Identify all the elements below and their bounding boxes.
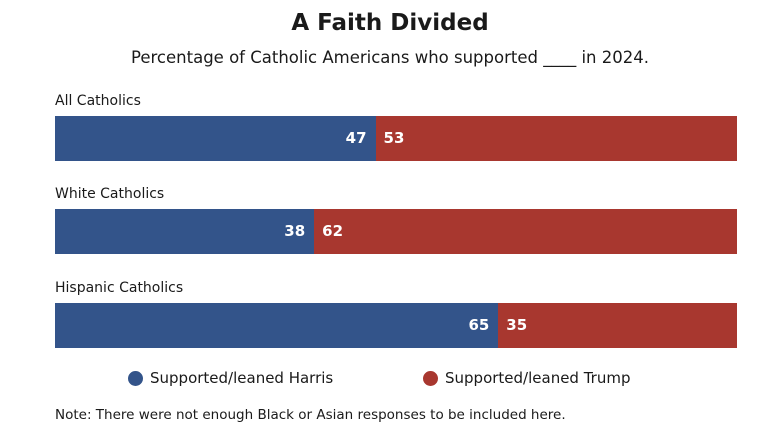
- bar-row-white-catholics: 38 62: [55, 209, 737, 254]
- data-label-harris: 38: [284, 222, 306, 240]
- bar-row-all-catholics: 47 53: [55, 116, 737, 161]
- bar-row-hispanic-catholics: 65 35: [55, 303, 737, 348]
- legend: Supported/leaned Harris Supported/leaned…: [0, 366, 780, 390]
- legend-label-harris: Supported/leaned Harris: [150, 369, 334, 387]
- bar-segment-harris: [55, 209, 315, 254]
- data-label-trump: 53: [383, 129, 405, 147]
- row-label-all-catholics: All Catholics: [55, 93, 141, 109]
- chart-note: Note: There were not enough Black or Asi…: [55, 407, 566, 423]
- row-label-white-catholics: White Catholics: [55, 186, 165, 202]
- data-label-harris: 47: [345, 129, 367, 147]
- bar-segment-trump: [314, 209, 737, 254]
- data-label-harris: 65: [468, 316, 490, 334]
- chart-subtitle: Percentage of Catholic Americans who sup…: [131, 48, 649, 67]
- chart-title: A Faith Divided: [291, 10, 489, 36]
- row-label-hispanic-catholics: Hispanic Catholics: [55, 280, 184, 296]
- legend-swatch-harris: [128, 370, 143, 386]
- legend-swatch-trump: [423, 370, 438, 386]
- bar-segment-harris: [55, 116, 376, 161]
- legend-label-trump: Supported/leaned Trump: [445, 369, 631, 387]
- bar-segment-harris: [55, 303, 499, 348]
- legend-item-harris: Supported/leaned Harris: [128, 366, 333, 390]
- legend-item-trump: Supported/leaned Trump: [423, 366, 630, 390]
- bar-segment-trump: [498, 303, 737, 348]
- data-label-trump: 35: [506, 316, 528, 334]
- data-label-trump: 62: [322, 222, 344, 240]
- bar-segment-trump: [375, 116, 737, 161]
